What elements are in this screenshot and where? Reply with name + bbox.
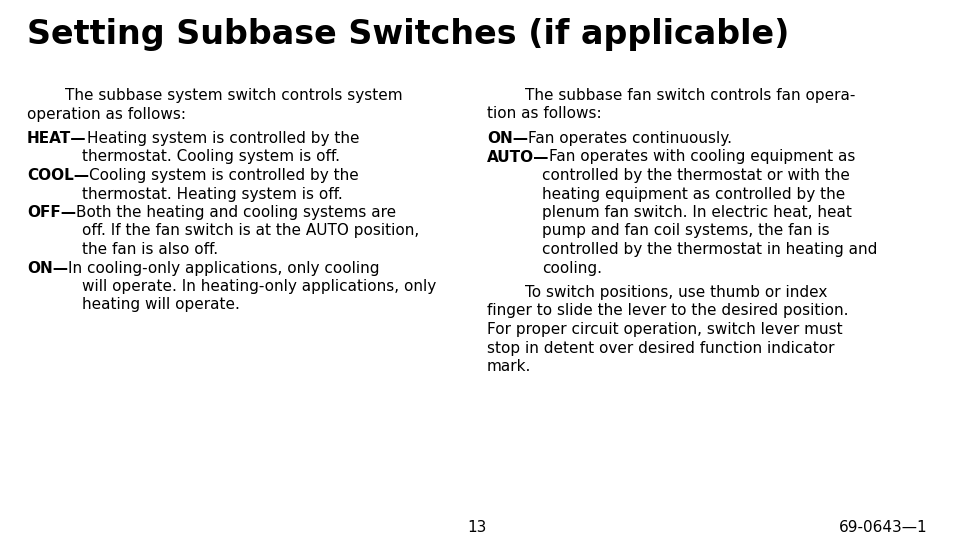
Text: ON—: ON— xyxy=(486,131,528,146)
Text: off. If the fan switch is at the AUTO position,: off. If the fan switch is at the AUTO po… xyxy=(82,223,418,238)
Text: Setting Subbase Switches (if applicable): Setting Subbase Switches (if applicable) xyxy=(27,18,788,51)
Text: controlled by the thermostat or with the: controlled by the thermostat or with the xyxy=(541,168,849,183)
Text: The subbase system switch controls system: The subbase system switch controls syste… xyxy=(65,88,402,103)
Text: AUTO—: AUTO— xyxy=(486,149,549,164)
Text: In cooling-only applications, only cooling: In cooling-only applications, only cooli… xyxy=(68,261,379,276)
Text: 69-0643—1: 69-0643—1 xyxy=(838,520,926,535)
Text: Both the heating and cooling systems are: Both the heating and cooling systems are xyxy=(76,205,395,220)
Text: To switch positions, use thumb or index: To switch positions, use thumb or index xyxy=(524,285,826,300)
Text: mark.: mark. xyxy=(486,359,531,374)
Text: HEAT—: HEAT— xyxy=(27,131,87,146)
Text: heating will operate.: heating will operate. xyxy=(82,297,239,312)
Text: For proper circuit operation, switch lever must: For proper circuit operation, switch lev… xyxy=(486,322,841,337)
Text: stop in detent over desired function indicator: stop in detent over desired function ind… xyxy=(486,340,834,355)
Text: thermostat. Heating system is off.: thermostat. Heating system is off. xyxy=(82,187,342,202)
Text: pump and fan coil systems, the fan is: pump and fan coil systems, the fan is xyxy=(541,223,829,238)
Text: Cooling system is controlled by the: Cooling system is controlled by the xyxy=(89,168,358,183)
Text: ON—: ON— xyxy=(27,261,68,276)
Text: Fan operates continuously.: Fan operates continuously. xyxy=(528,131,731,146)
Text: OFF—: OFF— xyxy=(27,205,76,220)
Text: The subbase fan switch controls fan opera-: The subbase fan switch controls fan oper… xyxy=(524,88,855,103)
Text: cooling.: cooling. xyxy=(541,261,601,276)
Text: the fan is also off.: the fan is also off. xyxy=(82,242,218,257)
Text: operation as follows:: operation as follows: xyxy=(27,106,186,121)
Text: Heating system is controlled by the: Heating system is controlled by the xyxy=(87,131,358,146)
Text: tion as follows:: tion as follows: xyxy=(486,106,601,121)
Text: heating equipment as controlled by the: heating equipment as controlled by the xyxy=(541,187,844,202)
Text: 13: 13 xyxy=(467,520,486,535)
Text: will operate. In heating-only applications, only: will operate. In heating-only applicatio… xyxy=(82,279,436,294)
Text: Fan operates with cooling equipment as: Fan operates with cooling equipment as xyxy=(549,149,855,164)
Text: COOL—: COOL— xyxy=(27,168,89,183)
Text: thermostat. Cooling system is off.: thermostat. Cooling system is off. xyxy=(82,149,339,164)
Text: controlled by the thermostat in heating and: controlled by the thermostat in heating … xyxy=(541,242,877,257)
Text: finger to slide the lever to the desired position.: finger to slide the lever to the desired… xyxy=(486,304,847,319)
Text: plenum fan switch. In electric heat, heat: plenum fan switch. In electric heat, hea… xyxy=(541,205,851,220)
